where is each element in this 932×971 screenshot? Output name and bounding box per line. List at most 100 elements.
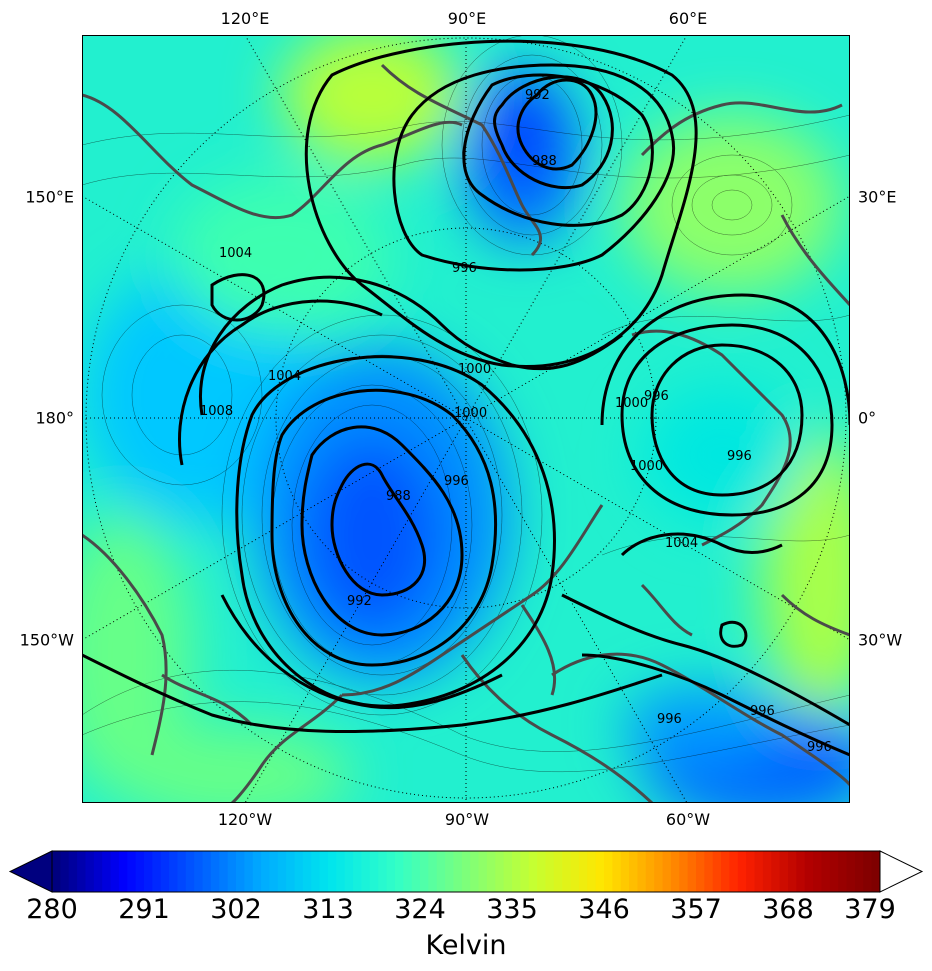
colorbar-bin: [386, 851, 396, 892]
colorbar-bin: [528, 851, 538, 892]
colorbar-bin: [202, 851, 212, 892]
colorbar-bin: [587, 851, 597, 892]
colorbar-bin: [52, 851, 61, 892]
contour-label: 1000: [454, 406, 487, 421]
colorbar-bin: [687, 851, 697, 892]
colorbar-bin: [194, 851, 204, 892]
lat-label-left-180: 180°: [35, 408, 74, 428]
colorbar-bin: [478, 851, 488, 892]
contour-label: 988: [386, 489, 411, 504]
colorbar-bin: [461, 851, 471, 892]
colorbar-bin: [60, 851, 70, 892]
colorbar-bin: [537, 851, 547, 892]
colorbar: [8, 850, 924, 893]
colorbar-tick: 379: [844, 894, 896, 925]
colorbar-bin: [754, 851, 764, 892]
colorbar-bin: [612, 851, 622, 892]
colorbar-bin: [495, 851, 505, 892]
colorbar-bin: [629, 851, 639, 892]
pressure-contours: [82, 39, 850, 757]
colorbar-bin: [645, 851, 655, 892]
contour-label: 996: [644, 389, 669, 404]
colorbar-bin: [378, 851, 388, 892]
colorbar-bin: [578, 851, 588, 892]
colorbar-bin: [746, 851, 756, 892]
colorbar-bin: [829, 851, 839, 892]
contour-label: 996: [657, 712, 682, 727]
colorbar-bin: [662, 851, 672, 892]
lat-label-right-30w: 30°W: [858, 630, 903, 650]
colorbar-bins: [52, 851, 881, 892]
colorbar-bin: [604, 851, 613, 892]
colorbar-bin: [553, 851, 563, 892]
contour-label: 992: [525, 88, 550, 103]
colorbar-bin: [110, 851, 120, 892]
map-frame: [82, 35, 850, 803]
contour-label: 1004: [219, 246, 252, 261]
colorbar-bin: [85, 851, 95, 892]
colorbar-bin: [177, 851, 187, 892]
colorbar-bin: [721, 851, 731, 892]
colorbar-tick: 368: [762, 894, 814, 925]
colorbar-bin: [804, 851, 814, 892]
contour-label: 1000: [630, 459, 663, 474]
colorbar-tick: 335: [486, 894, 538, 925]
colorbar-bin: [403, 851, 413, 892]
contour-label: 988: [532, 154, 557, 169]
colorbar-bin: [704, 851, 714, 892]
colorbar-bin: [712, 851, 722, 892]
colorbar-tick: 346: [578, 894, 630, 925]
colorbar-bin: [236, 851, 245, 892]
contour-label: 1000: [458, 362, 491, 377]
lon-label-bottom-120w: 120°W: [217, 810, 273, 829]
colorbar-bin: [336, 851, 346, 892]
lat-label-right-30e: 30°E: [858, 187, 897, 207]
colorbar-bin: [679, 851, 689, 892]
contour-label: 996: [444, 474, 469, 489]
colorbar-bin: [545, 851, 555, 892]
lat-label-right-0: 0°: [858, 408, 877, 428]
colorbar-bin: [486, 851, 496, 892]
colorbar-tick: 302: [210, 894, 262, 925]
colorbar-bin: [286, 851, 296, 892]
colorbar-bin: [319, 851, 329, 892]
colorbar-bin: [311, 851, 321, 892]
colorbar-tick: 291: [118, 894, 170, 925]
colorbar-bin: [102, 851, 112, 892]
colorbar-bin: [227, 851, 237, 892]
colorbar-bin: [361, 851, 371, 892]
colorbar-bin: [670, 851, 680, 892]
colorbar-bin: [144, 851, 153, 892]
graticule: [82, 35, 850, 803]
contour-label: 1000: [615, 396, 648, 411]
colorbar-bin: [428, 851, 438, 892]
lon-label-top-90e: 90°E: [447, 9, 487, 28]
colorbar-bin: [328, 851, 337, 892]
colorbar-bin: [394, 851, 404, 892]
colorbar-bin: [654, 851, 664, 892]
colorbar-bin: [277, 851, 287, 892]
colorbar-bin: [252, 851, 262, 892]
colorbar-bin: [160, 851, 170, 892]
colorbar-bin: [796, 851, 806, 892]
colorbar-bin: [353, 851, 363, 892]
colorbar-bin: [185, 851, 195, 892]
colorbar-extend-low: [8, 850, 53, 893]
colorbar-extend-high: [879, 850, 924, 893]
colorbar-bin: [838, 851, 848, 892]
colorbar-bin: [620, 851, 630, 892]
colorbar-bin: [729, 851, 739, 892]
colorbar-bin: [503, 851, 513, 892]
colorbar-bin: [737, 851, 747, 892]
lon-label-bottom-60w: 60°W: [665, 810, 711, 829]
contour-label: 1004: [268, 369, 301, 384]
colorbar-frame: [51, 850, 881, 893]
colorbar-bin: [863, 851, 873, 892]
contour-label: 996: [452, 261, 477, 276]
lat-label-left-150w: 150°W: [19, 630, 74, 650]
colorbar-bin: [821, 851, 831, 892]
contour-label: 1004: [665, 536, 698, 551]
colorbar-bin: [420, 851, 429, 892]
colorbar-bin: [520, 851, 530, 892]
contour-label: 996: [727, 449, 752, 464]
